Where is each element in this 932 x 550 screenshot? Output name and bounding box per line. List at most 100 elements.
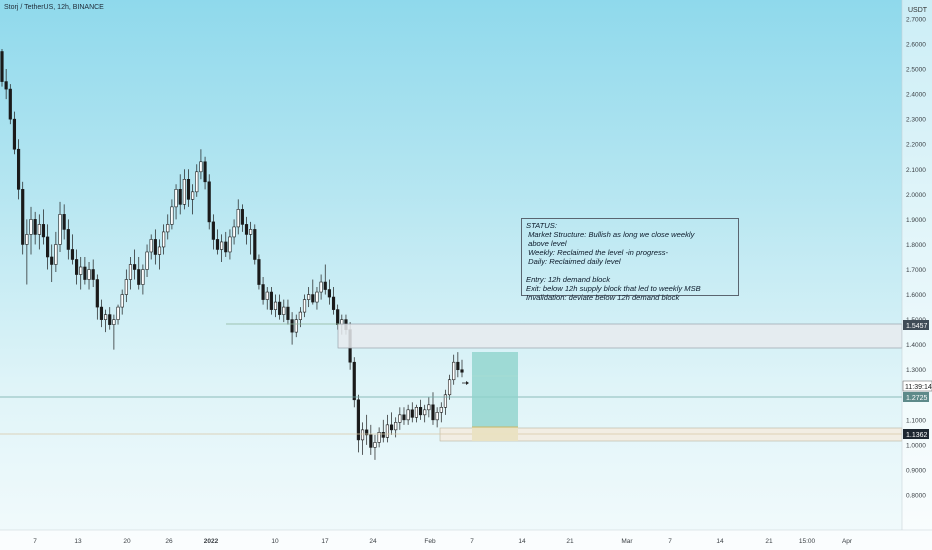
candle-body-down <box>331 296 336 310</box>
time-tick-label: 21 <box>765 538 773 545</box>
status-daily: Daily: Reclaimed daily level <box>526 257 621 266</box>
candle-body-down <box>389 424 394 431</box>
candle <box>133 249 137 280</box>
price-tick-label: 1.9000 <box>906 217 926 224</box>
candle-body-down <box>153 239 157 255</box>
candle-body-down <box>62 214 66 230</box>
candle-body-up <box>157 246 162 255</box>
time-tick-label: 10 <box>271 538 279 545</box>
candle-body-up <box>104 314 108 320</box>
candle <box>203 156 207 190</box>
candle-body-down <box>50 256 54 265</box>
price-axis[interactable] <box>902 0 932 530</box>
candle-body-down <box>410 409 414 418</box>
candle <box>253 224 257 265</box>
candle <box>327 279 331 305</box>
candle-body-down <box>327 289 331 298</box>
candle <box>199 149 203 180</box>
status-invalidation: Invalidation: deviate below 12h demand b… <box>526 293 680 302</box>
target-box[interactable] <box>472 352 518 427</box>
candle-body-down <box>41 224 46 238</box>
status-spacer <box>526 266 734 275</box>
candle-body-down <box>418 407 423 416</box>
candle-body-up <box>149 239 153 253</box>
candle-body-down <box>323 281 327 290</box>
candle-body-up <box>116 306 120 320</box>
candle-body-up <box>236 209 240 228</box>
candle <box>406 404 410 425</box>
candle <box>145 244 149 278</box>
candle-body-down <box>402 414 406 421</box>
candle <box>58 201 62 252</box>
candle-body-up <box>439 407 443 413</box>
chart-title: Storj / TetherUS, 12h, BINANCE <box>4 4 104 11</box>
candle <box>249 221 253 255</box>
candle-body-up <box>199 161 203 173</box>
candle <box>186 169 191 207</box>
candle-body-down <box>8 88 12 120</box>
candle <box>174 184 178 220</box>
status-note[interactable]: STATUS: Market Structure: Bullish as lon… <box>521 218 739 302</box>
candle <box>381 419 385 443</box>
status-entry: Entry: 12h demand block <box>526 275 611 284</box>
candle-body-down <box>286 306 290 320</box>
status-market-structure: Market Structure: Bullish as long we clo… <box>526 230 695 239</box>
candle-body-up <box>25 234 29 245</box>
candle-body-down <box>257 259 261 285</box>
candle <box>460 359 464 378</box>
candle-body-down <box>431 404 435 421</box>
candle <box>294 314 298 338</box>
candle-body-down <box>356 399 360 441</box>
candle <box>4 69 8 100</box>
status-heading: STATUS: <box>526 221 557 230</box>
candle <box>356 394 360 453</box>
candle-body-down <box>108 314 112 325</box>
price-tick-label: 0.8000 <box>906 493 926 500</box>
candle <box>220 234 224 262</box>
candle <box>195 164 199 197</box>
candle-body-up <box>394 422 398 431</box>
time-tick-label: 14 <box>716 538 724 545</box>
status-weekly: Weekly: Reclaimed the level -in progress… <box>526 248 669 257</box>
candle <box>431 392 435 425</box>
candle-body-down <box>133 264 137 270</box>
price-tick-label: 1.3000 <box>906 367 926 374</box>
candle <box>83 256 87 285</box>
candle <box>120 289 124 315</box>
time-tick-label: 15:00 <box>799 538 816 545</box>
candle-body-down <box>261 284 265 300</box>
candle <box>456 352 460 378</box>
candle-body-up <box>302 299 307 313</box>
candle-body-up <box>145 251 149 270</box>
time-tick-label: 20 <box>123 538 131 545</box>
candle <box>377 427 381 448</box>
candle <box>191 184 195 215</box>
candle-body-up <box>228 236 232 253</box>
candle <box>149 234 153 260</box>
candle-body-up <box>265 291 269 300</box>
candle-body-down <box>83 266 87 280</box>
supply-zone[interactable] <box>337 323 903 349</box>
candle <box>104 309 108 333</box>
demand-price-label: 1.1362 <box>906 432 928 439</box>
time-axis[interactable] <box>0 530 932 550</box>
candle <box>331 287 336 315</box>
candle-body-up <box>29 219 33 235</box>
candle <box>124 269 128 303</box>
stop-box[interactable] <box>472 427 518 441</box>
candle-body-up <box>414 407 418 418</box>
candle <box>427 397 431 418</box>
candle-body-up <box>174 189 178 208</box>
time-tick-label: 17 <box>321 538 329 545</box>
price-tick-label: 2.3000 <box>906 117 926 124</box>
candle <box>99 299 104 328</box>
price-tick-label: 2.7000 <box>906 16 926 23</box>
candle <box>12 111 17 155</box>
time-tick-label: Mar <box>621 538 633 545</box>
candle-body-up <box>452 361 456 381</box>
candle <box>112 314 116 350</box>
candle <box>273 294 278 318</box>
candle-body-up <box>307 294 311 300</box>
candle <box>162 224 166 255</box>
